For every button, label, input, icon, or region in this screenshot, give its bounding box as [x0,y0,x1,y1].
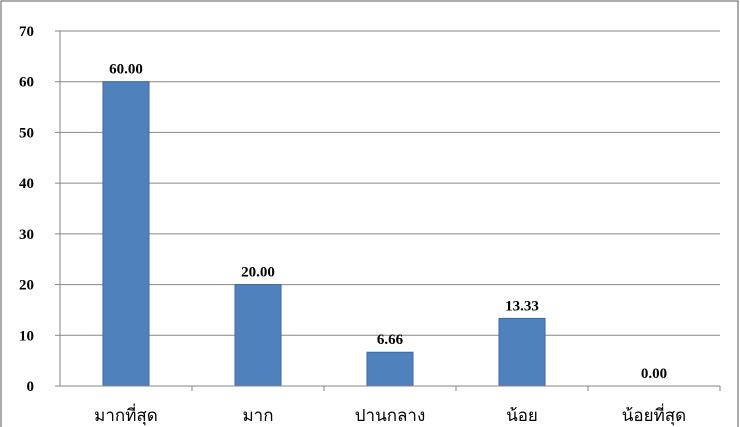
bar [498,317,546,387]
category-labels: มากที่สุด มาก ปานกลาง น้อย น้อยที่สุด [94,386,721,426]
bar [366,351,414,387]
category-label: ปานกลาง [355,406,426,426]
bar [234,284,282,387]
data-label: 6.66 [377,332,404,348]
category-label: มาก [242,406,273,426]
y-tick-label: 30 [19,227,34,243]
category-label: น้อย [506,406,538,426]
data-label: 20.00 [241,265,275,281]
y-tick-label: 10 [19,328,34,344]
data-label: 13.33 [505,298,539,314]
y-tick-label: 20 [19,278,34,294]
y-tick-label: 70 [19,24,34,40]
bars [102,81,546,387]
category-label: มากที่สุด [94,403,158,426]
bar [102,81,150,387]
category-label: น้อยที่สุด [622,403,686,426]
y-tick-label: 0 [27,379,35,395]
y-tick-label: 50 [19,125,34,141]
data-label: 60.00 [109,62,143,78]
y-tick-label: 60 [19,75,34,91]
data-label: 0.00 [641,366,667,382]
y-tick-label: 40 [19,176,34,192]
data-labels: 60.00 20.00 6.66 13.33 0.00 [109,62,667,382]
y-axis-ticks: 0 10 20 30 40 50 60 70 [19,24,60,395]
gridlines [60,30,720,336]
